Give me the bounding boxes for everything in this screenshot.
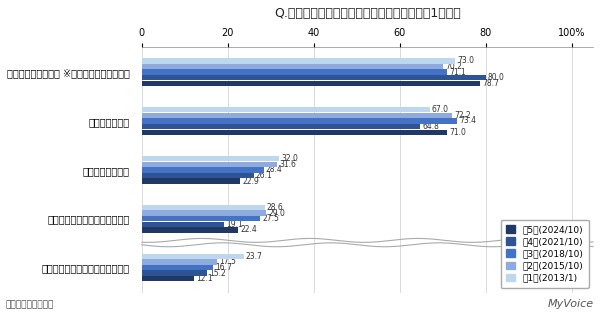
- Text: 70.2: 70.2: [446, 62, 463, 71]
- Text: 26.1: 26.1: [256, 171, 273, 180]
- Bar: [142, 227, 238, 232]
- Bar: [142, 70, 448, 75]
- Text: 80.0: 80.0: [488, 73, 505, 82]
- Text: 32.0: 32.0: [281, 154, 298, 163]
- Text: 28.6: 28.6: [267, 203, 283, 212]
- Bar: [142, 81, 480, 86]
- Text: 67.0: 67.0: [432, 105, 449, 114]
- Text: 22.9: 22.9: [242, 177, 259, 186]
- Bar: [142, 222, 224, 227]
- Text: 19.1: 19.1: [226, 220, 242, 229]
- Text: 17.5: 17.5: [219, 257, 236, 266]
- Bar: [142, 107, 430, 112]
- Bar: [142, 129, 447, 135]
- Bar: [142, 58, 455, 64]
- Bar: [142, 271, 207, 276]
- Text: ：お寿司を食べる人: ：お寿司を食べる人: [6, 300, 55, 309]
- Text: 15.2: 15.2: [209, 269, 226, 278]
- Bar: [142, 210, 266, 216]
- Bar: [142, 162, 277, 167]
- Text: 78.7: 78.7: [482, 79, 499, 88]
- Bar: [142, 75, 485, 80]
- Bar: [142, 118, 457, 124]
- Text: 64.8: 64.8: [422, 122, 439, 131]
- Text: 73.0: 73.0: [458, 56, 475, 66]
- Legend: 第5回(2024/10), 第4回(2021/10), 第3回(2018/10), 第2回(2015/10), 第1回(2013/1): 第5回(2024/10), 第4回(2021/10), 第3回(2018/10)…: [500, 220, 589, 288]
- Title: Q.どのようなお寿司を食べますか？　（直近1年間）: Q.どのようなお寿司を食べますか？ （直近1年間）: [274, 7, 461, 20]
- Text: 71.1: 71.1: [449, 68, 466, 77]
- Text: 16.7: 16.7: [215, 263, 232, 272]
- Text: 31.6: 31.6: [280, 160, 296, 169]
- Text: 73.4: 73.4: [460, 116, 476, 125]
- Bar: [142, 216, 260, 221]
- Bar: [142, 276, 194, 281]
- Bar: [142, 265, 214, 270]
- Bar: [142, 205, 265, 210]
- Bar: [142, 173, 254, 178]
- Text: 12.1: 12.1: [196, 274, 212, 283]
- Text: 28.4: 28.4: [266, 165, 283, 174]
- Text: 29.0: 29.0: [268, 208, 286, 217]
- Bar: [142, 156, 279, 161]
- Bar: [142, 113, 452, 118]
- Text: 27.5: 27.5: [262, 214, 279, 223]
- Text: 71.0: 71.0: [449, 128, 466, 137]
- Bar: [142, 254, 244, 259]
- Text: 23.7: 23.7: [245, 252, 263, 261]
- Text: 22.4: 22.4: [240, 225, 257, 234]
- Bar: [142, 64, 443, 69]
- Text: MyVoice: MyVoice: [548, 299, 594, 309]
- Bar: [142, 259, 217, 265]
- Bar: [142, 167, 264, 173]
- Bar: [142, 124, 420, 129]
- Text: 72.2: 72.2: [454, 111, 471, 120]
- Bar: [142, 178, 240, 184]
